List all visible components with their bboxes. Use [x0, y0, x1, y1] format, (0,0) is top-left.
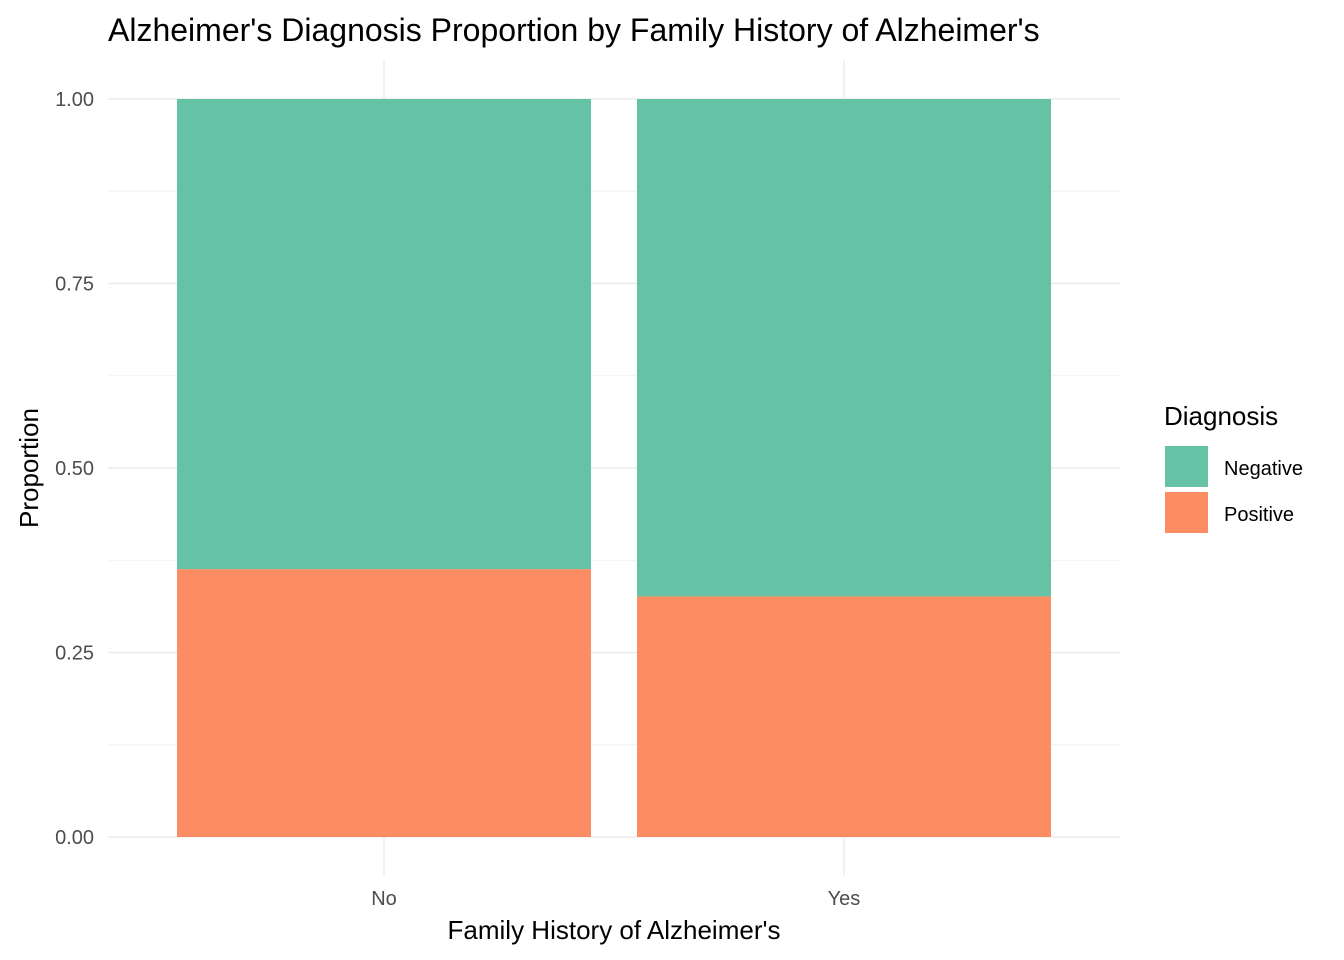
legend-label-negative: Negative — [1224, 458, 1303, 480]
chart-title: Alzheimer's Diagnosis Proportion by Fami… — [108, 12, 1040, 48]
legend: Diagnosis Negative Positive — [1164, 401, 1303, 533]
legend-key-positive — [1165, 492, 1208, 533]
legend-label-positive: Positive — [1224, 504, 1294, 526]
bars — [177, 99, 1051, 837]
bar-yes-negative — [637, 99, 1051, 597]
y-tick-label: 0.25 — [55, 643, 94, 665]
x-axis-tick-labels: No Yes — [371, 888, 860, 910]
y-tick-label: 0.00 — [55, 827, 94, 849]
y-tick-label: 0.50 — [55, 458, 94, 480]
y-tick-label: 0.75 — [55, 274, 94, 296]
bar-no-negative — [177, 99, 591, 570]
y-tick-label: 1.00 — [55, 89, 94, 111]
bar-yes-positive — [637, 596, 1051, 837]
legend-key-negative — [1165, 446, 1208, 487]
legend-title: Diagnosis — [1164, 401, 1278, 431]
x-tick-label: Yes — [828, 888, 861, 910]
x-tick-label: No — [371, 888, 397, 910]
x-axis-title: Family History of Alzheimer's — [448, 915, 781, 945]
bar-no-positive — [177, 569, 591, 837]
y-axis-title: Proportion — [14, 408, 44, 528]
y-axis-tick-labels: 0.00 0.25 0.50 0.75 1.00 — [55, 89, 94, 849]
